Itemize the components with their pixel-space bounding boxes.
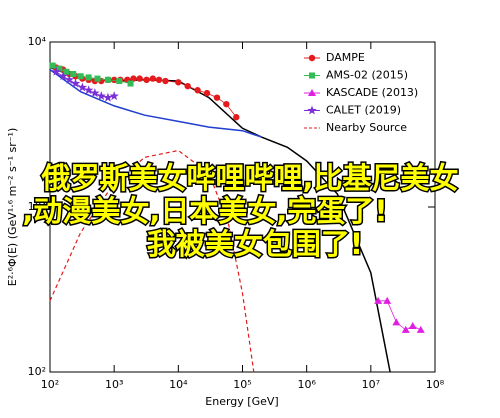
marker <box>194 87 201 94</box>
marker <box>308 54 316 62</box>
marker <box>203 89 211 97</box>
marker <box>307 105 317 115</box>
marker <box>51 66 61 76</box>
marker <box>401 325 410 333</box>
x-axis-label: Energy [GeV] <box>205 395 278 408</box>
marker <box>408 322 417 330</box>
series-line <box>52 65 131 84</box>
marker <box>70 70 77 77</box>
y-tick-label: 10⁴ <box>28 35 47 48</box>
marker <box>83 85 94 95</box>
marker <box>392 318 401 326</box>
marker <box>175 79 182 86</box>
x-tick-label: 10⁵ <box>233 378 251 391</box>
marker <box>58 71 68 81</box>
overlay-text: ,动漫美女,日本美女,完蛋了! <box>22 194 387 228</box>
marker <box>155 76 163 84</box>
marker <box>110 76 118 84</box>
marker <box>116 78 123 85</box>
overlay-text: 我被美女包围了! <box>147 227 363 261</box>
y-axis-label: E²·⁶Φ(E) (GeV¹·⁶ m⁻² s⁻¹ sr⁻¹) <box>6 128 19 287</box>
model-curve <box>49 68 263 138</box>
x-tick-label: 10⁴ <box>169 378 188 391</box>
marker <box>213 94 221 101</box>
x-tick-label: 10⁶ <box>297 378 316 391</box>
x-tick-label: 10⁷ <box>362 378 380 391</box>
marker <box>143 76 150 84</box>
marker <box>383 296 392 304</box>
marker <box>90 88 100 98</box>
legend-label: Nearby Source <box>326 121 407 134</box>
marker <box>77 82 88 92</box>
y-tick-label: 10² <box>28 365 46 378</box>
marker <box>77 73 84 80</box>
y-tick-label: 10³ <box>28 200 46 213</box>
overlay-text: 俄罗斯美女哔哩哔哩,比基尼美女 <box>40 161 458 195</box>
legend-label: AMS-02 (2015) <box>326 69 408 82</box>
marker <box>103 92 113 102</box>
marker <box>130 75 137 82</box>
marker <box>96 91 106 101</box>
marker <box>309 72 315 79</box>
legend-label: KASCADE (2013) <box>326 86 418 99</box>
legend-label: CALET (2019) <box>326 104 401 117</box>
marker <box>308 89 316 96</box>
legend-label: DAMPE <box>326 51 365 64</box>
x-tick-label: 10² <box>41 378 59 391</box>
marker <box>416 325 425 333</box>
marker <box>233 114 240 121</box>
marker <box>109 91 119 101</box>
marker <box>162 77 169 85</box>
series-line <box>49 149 255 373</box>
marker <box>56 65 63 72</box>
marker <box>184 82 191 90</box>
x-tick-label: 10⁸ <box>426 378 445 391</box>
x-tick-label: 10³ <box>105 378 123 391</box>
marker <box>223 100 230 108</box>
marker <box>85 74 92 81</box>
marker <box>149 75 156 82</box>
marker <box>374 296 383 304</box>
marker <box>49 62 56 69</box>
marker <box>127 80 134 87</box>
marker <box>136 75 143 82</box>
marker <box>70 78 81 88</box>
marker <box>104 76 111 83</box>
marker <box>64 74 75 84</box>
marker <box>63 68 70 75</box>
marker <box>94 75 101 82</box>
